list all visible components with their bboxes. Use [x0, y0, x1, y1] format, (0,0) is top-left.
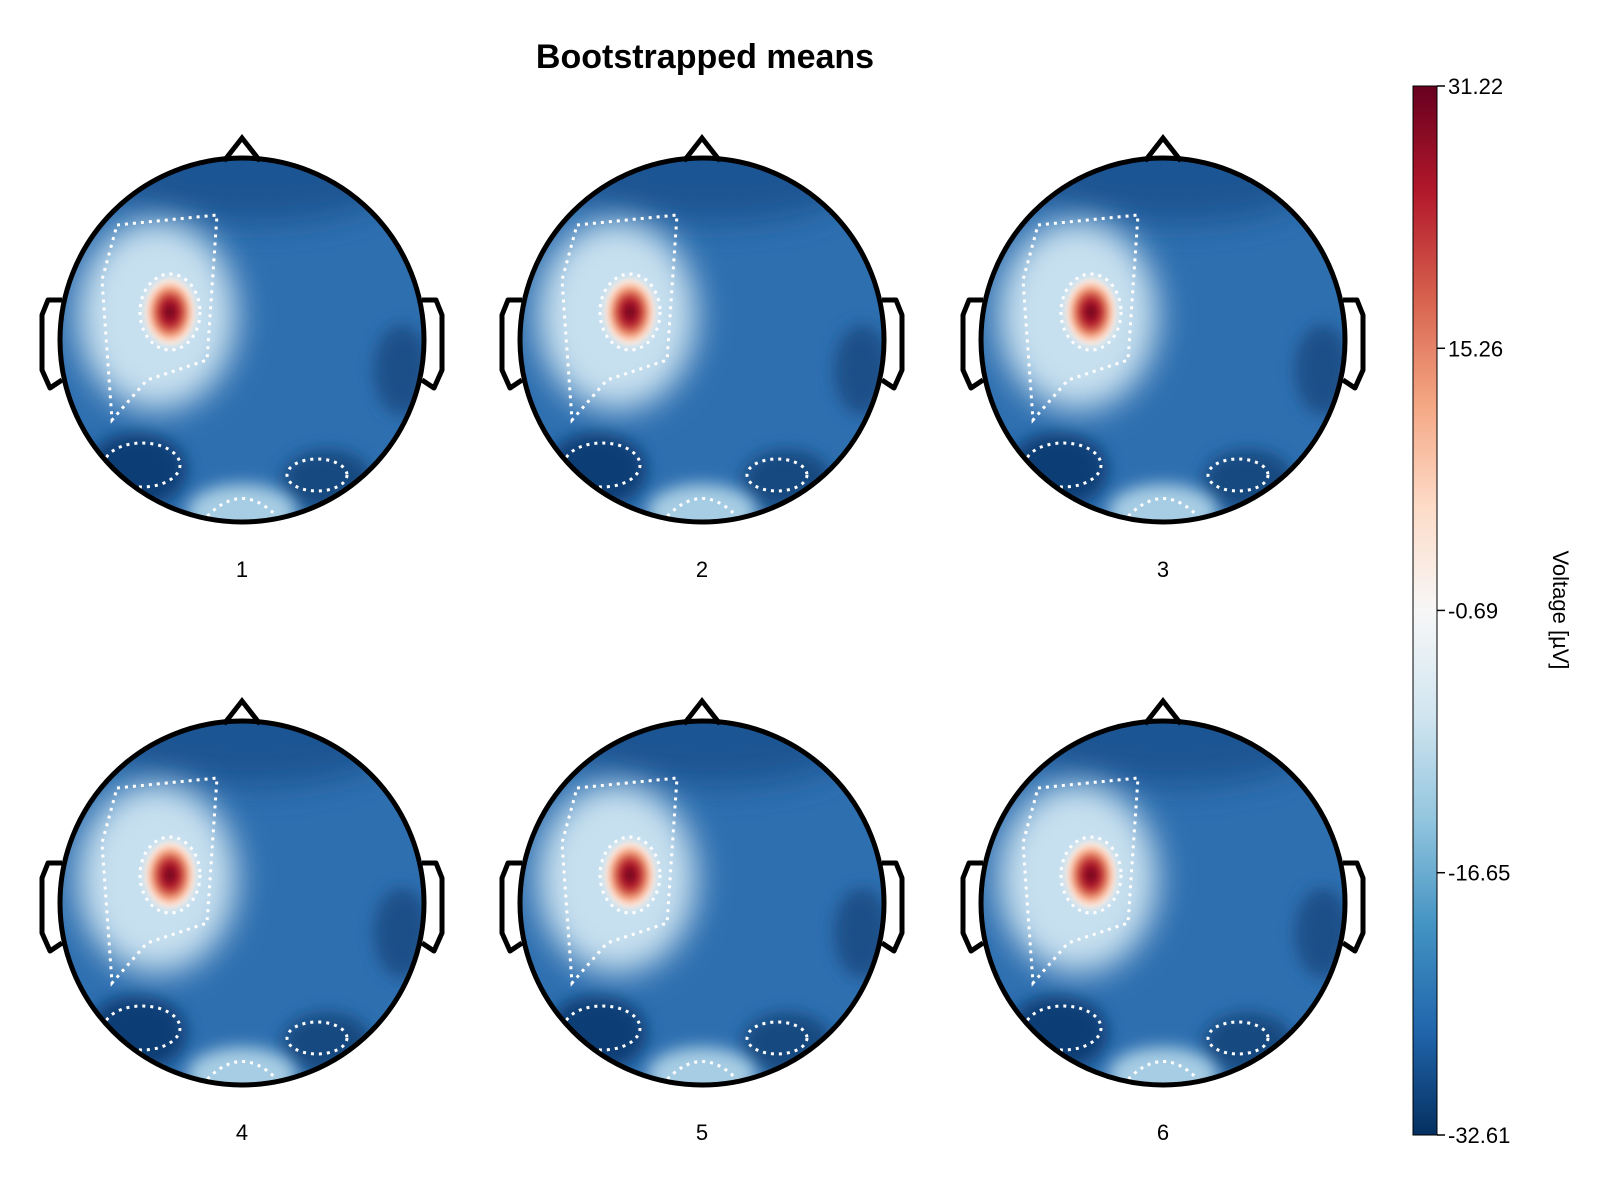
head-outline — [978, 155, 1348, 525]
topoplot-4: 4 — [39, 696, 445, 1145]
right-ear-outline — [1341, 297, 1366, 391]
colorbar-tick-label: -0.69 — [1448, 598, 1498, 623]
scalp-map — [981, 158, 1345, 522]
colorbar-tick-label: 31.22 — [1448, 74, 1503, 99]
head-outline — [57, 155, 427, 525]
left-ear-outline — [39, 297, 64, 391]
nose-outline — [222, 696, 262, 726]
right-ear-outline — [880, 860, 905, 954]
colorbar-label: Voltage [µV] — [1548, 550, 1573, 669]
left-ear-outline — [499, 297, 524, 391]
colorbar-tick-label: 15.26 — [1448, 336, 1503, 361]
scalp-map — [520, 158, 884, 522]
panel-label: 6 — [1157, 1120, 1169, 1145]
colorbar-ticks: -32.61 -16.65 -0.69 15.26 31.22 — [1437, 74, 1510, 1148]
right-ear-outline — [880, 297, 905, 391]
colorbar-gradient — [1412, 85, 1438, 1136]
left-ear-outline — [499, 860, 524, 954]
head-outline — [57, 718, 427, 1088]
panel-label: 5 — [696, 1120, 708, 1145]
topoplot-3: 3 — [960, 133, 1366, 582]
colorbar: -32.61 -16.65 -0.69 15.26 31.22 Voltage [µV] — [1412, 74, 1573, 1148]
topoplot-panels: 1 2 3 4 5 6 — [39, 133, 1366, 1145]
panel-label: 4 — [236, 1120, 248, 1145]
head-outline — [978, 718, 1348, 1088]
left-ear-outline — [39, 860, 64, 954]
topoplot-2: 2 — [499, 133, 905, 582]
nose-outline — [222, 133, 262, 163]
topoplot-1: 1 — [39, 133, 445, 582]
panel-label: 2 — [696, 557, 708, 582]
nose-outline — [1143, 696, 1183, 726]
left-ear-outline — [960, 297, 985, 391]
colorbar-tick-label: -16.65 — [1448, 861, 1510, 886]
panel-label: 3 — [1157, 557, 1169, 582]
scalp-map — [520, 721, 884, 1085]
head-outline — [517, 718, 887, 1088]
left-ear-outline — [960, 860, 985, 954]
nose-outline — [682, 133, 722, 163]
scalp-map — [60, 158, 424, 522]
nose-outline — [1143, 133, 1183, 163]
scalp-map — [981, 721, 1345, 1085]
topoplot-6: 6 — [960, 696, 1366, 1145]
right-ear-outline — [420, 860, 445, 954]
right-ear-outline — [420, 297, 445, 391]
head-outline — [517, 155, 887, 525]
nose-outline — [682, 696, 722, 726]
scalp-map — [60, 721, 424, 1085]
topoplot-5: 5 — [499, 696, 905, 1145]
panel-label: 1 — [236, 557, 248, 582]
colorbar-tick-label: -32.61 — [1448, 1123, 1510, 1148]
right-ear-outline — [1341, 860, 1366, 954]
chart-title: Bootstrapped means — [536, 38, 874, 76]
